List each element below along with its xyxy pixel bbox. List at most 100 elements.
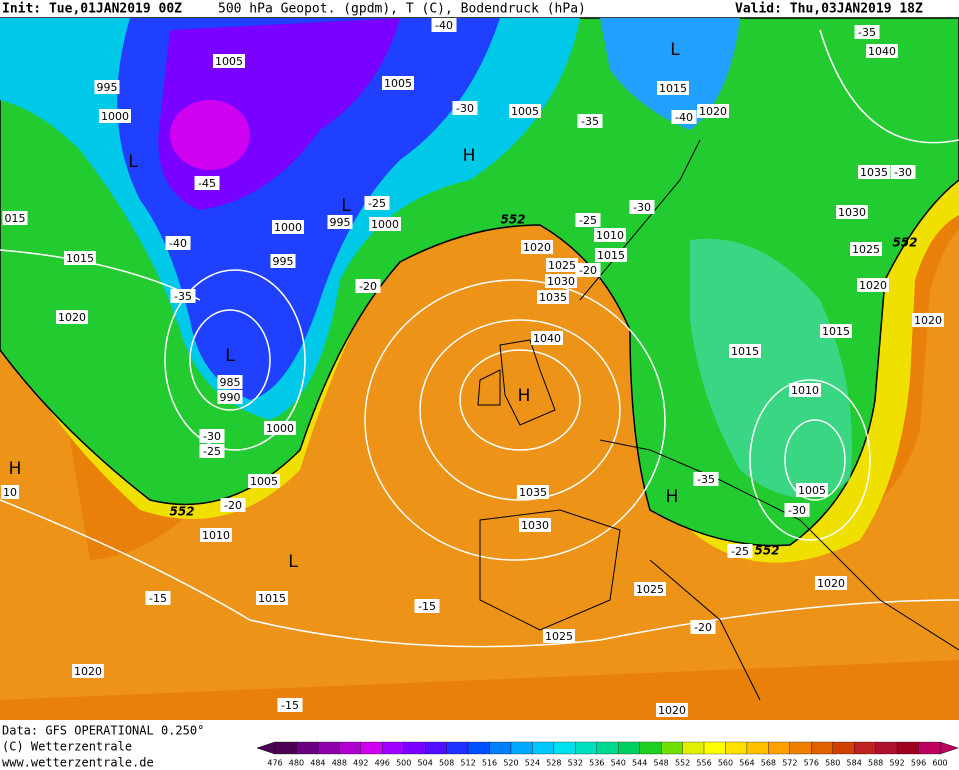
colorbar-swatch — [918, 741, 941, 755]
isobar-label: 1010 — [202, 529, 230, 542]
isobar-label-bg — [64, 251, 96, 265]
isobar-label: 995 — [97, 81, 118, 94]
isobar-label-bg — [789, 383, 821, 397]
colorbar-label: 564 — [739, 759, 754, 768]
isobar-label-bg — [414, 599, 440, 613]
isobar-label: 1020 — [817, 577, 845, 590]
isobar-label: 1040 — [868, 45, 896, 58]
isobar-label-bg — [657, 81, 689, 95]
isobar-label: 990 — [220, 391, 241, 404]
colorbar-swatch — [360, 741, 383, 755]
pressure-center: L — [670, 40, 680, 60]
colorbar-label: 556 — [696, 759, 711, 768]
isobar — [749, 379, 871, 541]
isobar-label: 015 — [5, 212, 26, 225]
isobar-label: -40 — [675, 111, 693, 124]
colorbar-swatch — [296, 741, 319, 755]
colorbar-swatch — [339, 741, 361, 755]
colorbar-label: 488 — [332, 759, 347, 768]
isobar-label-bg — [697, 104, 729, 118]
isobar-label: 1020 — [523, 241, 551, 254]
isobar-label: 1025 — [548, 259, 576, 272]
header-bg — [0, 0, 959, 18]
colorbar-swatch — [618, 741, 640, 755]
isobar-label: -30 — [788, 504, 806, 517]
colorbar-swatch — [725, 741, 748, 755]
colorbar-label: 496 — [375, 759, 390, 768]
coastlines — [477, 139, 959, 701]
isobar-label: -30 — [456, 102, 474, 115]
isobar-label: 1015 — [66, 252, 94, 265]
isobar-label-bg — [820, 324, 852, 338]
isobar-label-bg — [858, 165, 890, 179]
isobar-label: 1020 — [699, 105, 727, 118]
isobar-label-bg — [213, 54, 245, 68]
colorbar-label: 548 — [653, 759, 668, 768]
isobar-label-bg — [546, 258, 578, 272]
isobar-label-bg — [194, 176, 220, 190]
isobar-label-bg — [217, 390, 243, 404]
isobar-label-bg — [729, 344, 761, 358]
isobar-label: 1020 — [658, 704, 686, 717]
isobar-label: -25 — [203, 445, 221, 458]
colorbar-swatch — [446, 741, 469, 755]
isobar-label: -20 — [579, 264, 597, 277]
colorbar-swatch — [532, 741, 555, 755]
isobar-label-bg — [517, 485, 549, 499]
contour-label: 552 — [892, 236, 917, 250]
isobar-label-bg — [145, 591, 171, 605]
pressure-center: H — [666, 487, 679, 507]
isobar-label-bg — [200, 528, 232, 542]
colorbar-swatch — [832, 741, 855, 755]
isobar-label: -35 — [858, 26, 876, 39]
colorbar-label: 588 — [868, 759, 883, 768]
colorbar-swatch — [510, 741, 533, 755]
isobar-label-bg — [575, 263, 601, 277]
isobar-label-bg — [327, 215, 353, 229]
colorbar-label: 508 — [439, 759, 454, 768]
colorbar-label: 560 — [718, 759, 733, 768]
isobar-label-bg — [857, 278, 889, 292]
isobar-label-bg — [217, 375, 243, 389]
isobar-label: -35 — [174, 290, 192, 303]
isobar-label-bg — [537, 290, 569, 304]
isobar-label-bg — [796, 483, 828, 497]
isobar-label: 1005 — [798, 484, 826, 497]
isobar-label-bg — [850, 242, 882, 256]
colorbar-label: 512 — [460, 759, 475, 768]
isobar-label-bg — [99, 109, 131, 123]
isobar-label: 1015 — [258, 592, 286, 605]
isobar-label: 1020 — [74, 665, 102, 678]
isobar-label-bg — [199, 429, 225, 443]
isobar — [819, 29, 959, 144]
colorbar-label: 516 — [482, 759, 497, 768]
isobar-label: -25 — [368, 197, 386, 210]
valid-time: Valid: Thu,03JAN2019 18Z — [735, 2, 923, 17]
colorbar-label: 568 — [761, 759, 776, 768]
isobar-label: -25 — [731, 545, 749, 558]
colorbar-swatch — [768, 741, 790, 755]
colorbar-label: 492 — [353, 759, 368, 768]
isobar-label-bg — [220, 498, 246, 512]
isobar-label: 1005 — [384, 77, 412, 90]
isobar-label: -25 — [579, 214, 597, 227]
isobar-label: 1020 — [914, 314, 942, 327]
isobar-label: 1005 — [511, 105, 539, 118]
isobar-label-bg — [248, 474, 280, 488]
colorbar-label: 600 — [932, 759, 947, 768]
init-time: Init: Tue,01JAN2019 00Z — [2, 2, 182, 17]
colorbar-label: 544 — [632, 759, 647, 768]
isobar-label: 1005 — [250, 475, 278, 488]
isobar-label: 1020 — [58, 311, 86, 324]
isobar-label-bg — [634, 582, 666, 596]
isobar-label: 1035 — [860, 166, 888, 179]
pressure-center: L — [128, 152, 138, 172]
isobar-label: -40 — [169, 237, 187, 250]
isobar-label-bg — [575, 213, 601, 227]
isobar-label: 985 — [220, 376, 241, 389]
contour-label: 552 — [169, 505, 194, 519]
colorbar-swatch — [596, 741, 619, 755]
isobar-label: 1025 — [545, 630, 573, 643]
isobar — [784, 419, 846, 501]
